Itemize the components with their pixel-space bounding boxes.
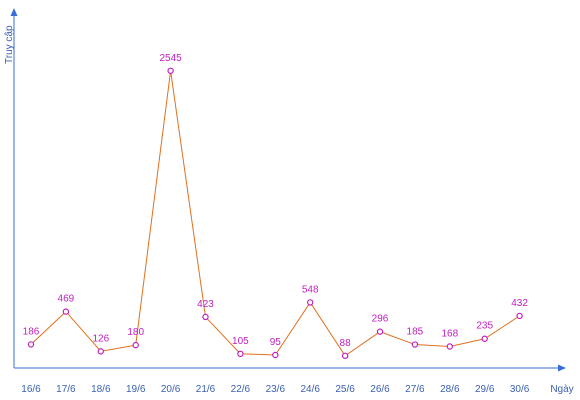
x-tick-label: 23/6 [266, 384, 286, 395]
data-label: 469 [58, 294, 75, 305]
x-tick-label: 21/6 [196, 384, 216, 395]
x-tick-label: 26/6 [370, 384, 390, 395]
data-markers [27, 67, 523, 359]
data-point [376, 328, 384, 335]
data-label: 180 [127, 327, 144, 338]
x-tick-label: 18/6 [91, 384, 111, 395]
data-point [341, 352, 349, 359]
x-tick-label: 20/6 [161, 384, 181, 395]
data-point [62, 308, 70, 315]
x-tick-label: 30/6 [510, 384, 530, 395]
x-tick-label: 27/6 [405, 384, 425, 395]
data-point [132, 341, 139, 349]
data-label: 95 [270, 337, 282, 348]
data-label: 126 [92, 333, 109, 344]
y-axis-label: Truy cập [4, 25, 15, 64]
data-point [167, 67, 174, 74]
x-tick-label: 22/6 [231, 384, 251, 395]
axes [10, 8, 566, 372]
data-label: 88 [340, 338, 352, 349]
data-point [97, 348, 105, 355]
data-label: 423 [197, 299, 214, 310]
x-tick-label: 17/6 [56, 384, 76, 395]
x-tick-label: 19/6 [126, 384, 146, 395]
data-label: 296 [372, 314, 389, 325]
data-point [411, 341, 419, 348]
data-point [27, 341, 35, 348]
data-label: 168 [441, 329, 458, 340]
y-axis-arrow [10, 8, 18, 16]
data-label: 2545 [159, 53, 182, 64]
data-point [516, 312, 523, 320]
data-point [481, 335, 488, 342]
data-label: 548 [302, 284, 319, 295]
data-point [446, 343, 453, 350]
data-label: 432 [511, 298, 528, 309]
data-point [202, 313, 209, 321]
x-tick-labels: 16/6 17/6 18/6 19/6 20/6 21/6 22/6 23/6 24/6 25/6… [21, 384, 530, 395]
data-label: 105 [232, 336, 249, 347]
x-tick-label: 25/6 [335, 384, 355, 395]
x-axis-label: Ngày [550, 384, 573, 395]
x-tick-label: 28/6 [440, 384, 460, 395]
x-tick-label: 16/6 [21, 384, 41, 395]
data-point [237, 350, 244, 358]
data-label: 235 [476, 321, 493, 332]
data-label: 186 [23, 326, 40, 337]
data-point [307, 299, 314, 306]
x-axis-arrow [558, 364, 566, 372]
data-label: 185 [407, 327, 424, 338]
x-tick-label: 24/6 [300, 384, 320, 395]
series-line [30, 70, 520, 357]
data-labels: 186 469 126 180 2545 423 105 95 548 88 296 185 168 23… [23, 53, 529, 349]
x-tick-label: 29/6 [475, 384, 495, 395]
data-point [272, 351, 279, 359]
